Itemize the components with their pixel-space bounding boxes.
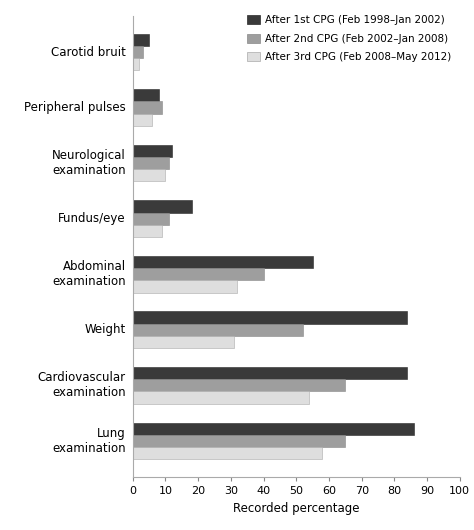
Bar <box>133 280 237 293</box>
Bar <box>133 336 234 348</box>
Bar <box>133 268 264 280</box>
Bar <box>133 46 143 58</box>
Bar <box>133 392 310 404</box>
Bar <box>133 58 139 70</box>
Bar <box>133 379 345 392</box>
Bar <box>133 34 149 46</box>
Bar <box>133 324 303 336</box>
Bar <box>133 312 408 324</box>
Bar <box>133 213 169 225</box>
Bar <box>133 422 414 435</box>
Bar <box>133 157 169 169</box>
Bar <box>133 225 162 237</box>
Bar <box>133 447 322 459</box>
Bar <box>133 169 165 181</box>
Bar <box>133 145 172 157</box>
Bar <box>133 435 345 447</box>
Bar <box>133 256 312 268</box>
Bar <box>133 113 152 126</box>
X-axis label: Recorded percentage: Recorded percentage <box>233 501 359 515</box>
Bar <box>133 367 408 379</box>
Bar <box>133 89 159 101</box>
Bar <box>133 200 191 213</box>
Legend: After 1st CPG (Feb 1998–Jan 2002), After 2nd CPG (Feb 2002–Jan 2008), After 3rd : After 1st CPG (Feb 1998–Jan 2002), After… <box>245 12 455 66</box>
Bar <box>133 101 162 113</box>
